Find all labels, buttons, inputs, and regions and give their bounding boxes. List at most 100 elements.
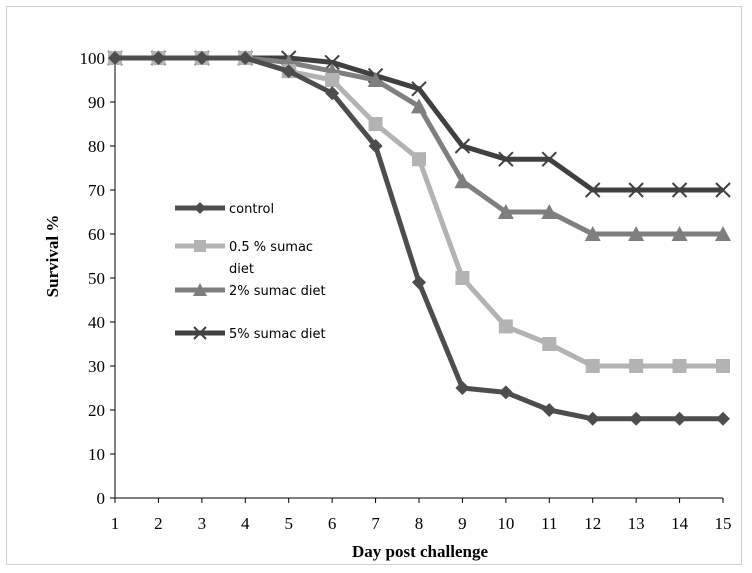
triangle-marker [411, 98, 427, 114]
diamond-marker [455, 381, 470, 395]
x-marker-stroke [671, 182, 688, 198]
y-axis-title: Survival % [43, 215, 62, 298]
x-marker [585, 182, 601, 198]
y-tick-label: 40 [88, 313, 105, 332]
legend-label: control [229, 202, 274, 217]
x-tick-label: 15 [715, 514, 732, 533]
chart-frame [6, 6, 742, 565]
x-marker [541, 151, 557, 167]
square-marker [542, 337, 557, 351]
square-marker [498, 319, 513, 334]
y-tick-label: 70 [88, 181, 105, 200]
y-tick-label: 30 [88, 357, 105, 376]
triangle-marker [541, 204, 558, 219]
triangle-marker [671, 226, 688, 241]
x-tick-label: 6 [328, 514, 337, 533]
y-tick-label: 80 [88, 137, 105, 156]
triangle-marker [497, 204, 514, 219]
x-tick-label: 8 [415, 514, 424, 533]
triangle-marker [454, 173, 471, 189]
x-marker [498, 151, 514, 167]
legend-item: 0.5 % sumac diet [175, 240, 313, 277]
diamond-marker [716, 411, 730, 426]
x-marker [411, 81, 427, 97]
x-tick-label: 13 [628, 514, 645, 533]
x-marker-stroke [498, 151, 514, 167]
diamond-marker [194, 202, 206, 214]
square-marker [368, 117, 383, 131]
x-marker-stroke [715, 182, 731, 198]
x-marker [715, 182, 731, 198]
x-tick-label: 4 [241, 514, 250, 533]
triangle-marker [193, 283, 207, 296]
diamond-marker [629, 411, 644, 426]
diamond-marker [672, 411, 687, 426]
x-marker-stroke [541, 151, 557, 167]
diamond-marker [108, 51, 122, 65]
y-tick-label: 60 [88, 225, 105, 244]
y-tick-label: 10 [88, 445, 105, 464]
square-marker [672, 359, 687, 373]
series-line [115, 55, 723, 193]
x-marker-stroke [193, 326, 207, 340]
legend-item: 5% sumac diet [175, 326, 326, 342]
diamond-marker [151, 51, 166, 65]
x-marker [454, 138, 471, 154]
y-tick-label: 50 [88, 269, 105, 288]
x-tick-label: 11 [541, 514, 557, 533]
x-tick-label: 1 [111, 514, 120, 533]
square-marker [585, 359, 600, 373]
square-marker [716, 359, 730, 373]
square-marker [455, 271, 470, 285]
x-tick-label: 5 [284, 514, 293, 533]
x-marker-stroke [454, 138, 471, 154]
triangle-marker [367, 72, 384, 87]
x-tick-label: 2 [154, 514, 163, 533]
x-marker-stroke [411, 81, 427, 97]
legend-label: diet [229, 262, 254, 277]
x-marker [193, 326, 207, 340]
diamond-marker [368, 139, 383, 153]
x-marker [324, 54, 340, 71]
square-marker [325, 73, 340, 87]
diamond-marker [325, 86, 340, 101]
series-diamond [108, 51, 730, 426]
legend-label: 5% sumac diet [229, 327, 326, 342]
x-marker-stroke [628, 182, 644, 198]
x-tick-label: 10 [497, 514, 514, 533]
diamond-marker [194, 51, 209, 65]
x-tick-label: 7 [371, 514, 380, 533]
y-tick-label: 0 [97, 489, 106, 508]
x-tick-label: 3 [198, 514, 207, 533]
y-tick-label: 90 [88, 93, 105, 112]
x-axis-title: Day post challenge [352, 542, 488, 561]
y-tick-label: 20 [88, 401, 105, 420]
triangle-marker [628, 226, 645, 241]
legend-item: 2% sumac diet [175, 283, 326, 299]
legend-label: 2% sumac diet [229, 284, 326, 299]
diamond-marker [412, 275, 426, 290]
square-marker [629, 359, 644, 373]
x-marker-stroke [585, 182, 601, 198]
y-tick-label: 100 [80, 49, 106, 68]
legend-label: 0.5 % sumac [229, 240, 313, 255]
triangle-marker [715, 226, 731, 241]
x-marker-stroke [324, 54, 340, 71]
diamond-marker [238, 51, 253, 65]
diamond-marker [542, 403, 557, 417]
x-tick-label: 9 [458, 514, 467, 533]
legend: control 0.5 % sumac diet 2% sumac diet 5% su… [175, 202, 326, 342]
diamond-marker [585, 411, 600, 426]
square-marker [412, 152, 426, 167]
x-marker [628, 182, 644, 198]
diamond-marker [498, 385, 513, 400]
x-marker [671, 182, 688, 198]
legend-item: control [175, 202, 274, 217]
square-marker [194, 240, 206, 252]
diamond-marker [281, 64, 296, 79]
series-x [107, 50, 731, 198]
triangle-marker [584, 226, 601, 241]
series-layer [107, 50, 731, 426]
